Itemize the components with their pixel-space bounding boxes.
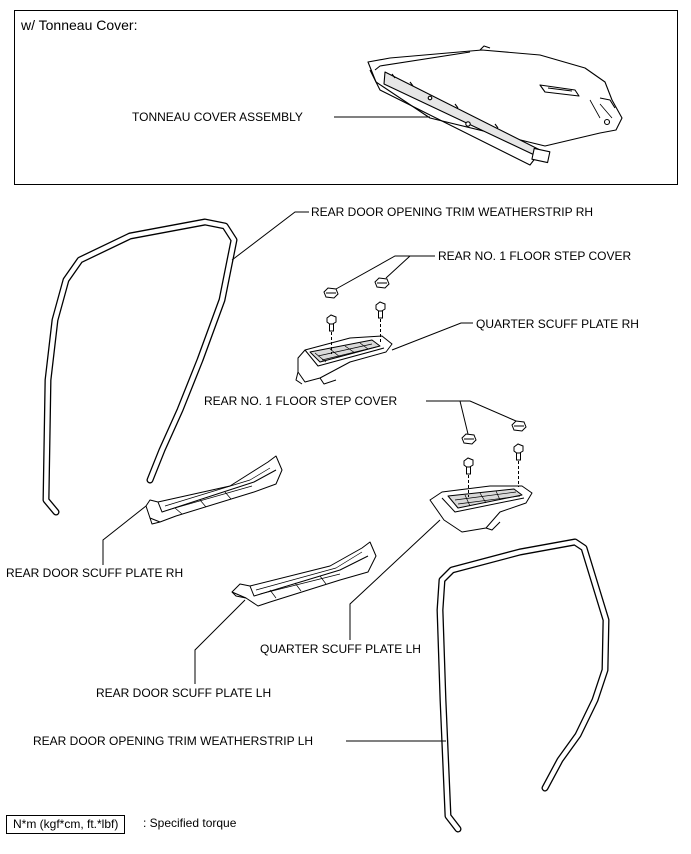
- weatherstrip-lh: [436, 538, 610, 833]
- torque-legend-text: : Specified torque: [143, 816, 237, 830]
- bolts-lower: [463, 443, 524, 497]
- leader-lines: [102, 116, 517, 742]
- tonneau-cover-assembly: [367, 45, 623, 166]
- rear-door-scuff-plate-lh: [231, 541, 377, 607]
- label-weatherstrip-rh: REAR DOOR OPENING TRIM WEATHERSTRIP RH: [311, 205, 594, 219]
- tonneau-inset-frame: [14, 10, 678, 185]
- label-floor-step-cover-lower: REAR NO. 1 FLOOR STEP COVER: [204, 394, 398, 408]
- leader-quarter-scuff-lh: [349, 519, 441, 640]
- leader-weatherstrip-rh: [231, 211, 309, 261]
- leader-rear-door-scuff-lh: [194, 599, 246, 684]
- label-tonneau-cover-assembly: TONNEAU COVER ASSEMBLY: [132, 110, 303, 124]
- leader-floor-step-lower: [426, 400, 517, 435]
- leader-floor-step-upper: [335, 255, 435, 290]
- leader-rear-door-scuff-rh: [102, 505, 147, 565]
- torque-legend-symbol: N*m (kgf*cm, ft.*lbf): [6, 815, 126, 834]
- label-rear-door-scuff-plate-rh: REAR DOOR SCUFF PLATE RH: [6, 566, 184, 580]
- label-floor-step-cover-upper: REAR NO. 1 FLOOR STEP COVER: [438, 249, 632, 263]
- label-quarter-scuff-plate-lh: QUARTER SCUFF PLATE LH: [260, 642, 421, 656]
- rear-door-scuff-plate-rh: [145, 455, 283, 525]
- leader-quarter-scuff-rh: [391, 322, 473, 351]
- floor-step-covers-lower: [461, 420, 527, 445]
- label-quarter-scuff-plate-rh: QUARTER SCUFF PLATE RH: [476, 317, 639, 331]
- quarter-scuff-plate-rh: [295, 335, 393, 385]
- inset-title: w/ Tonneau Cover:: [21, 17, 138, 33]
- label-rear-door-scuff-plate-lh: REAR DOOR SCUFF PLATE LH: [96, 686, 272, 700]
- weatherstrip-rh: [42, 218, 238, 516]
- quarter-scuff-plate-lh: [429, 485, 533, 533]
- label-weatherstrip-lh: REAR DOOR OPENING TRIM WEATHERSTRIP LH: [33, 734, 314, 748]
- bolts-upper: [326, 301, 386, 354]
- floor-step-covers-upper: [323, 277, 390, 299]
